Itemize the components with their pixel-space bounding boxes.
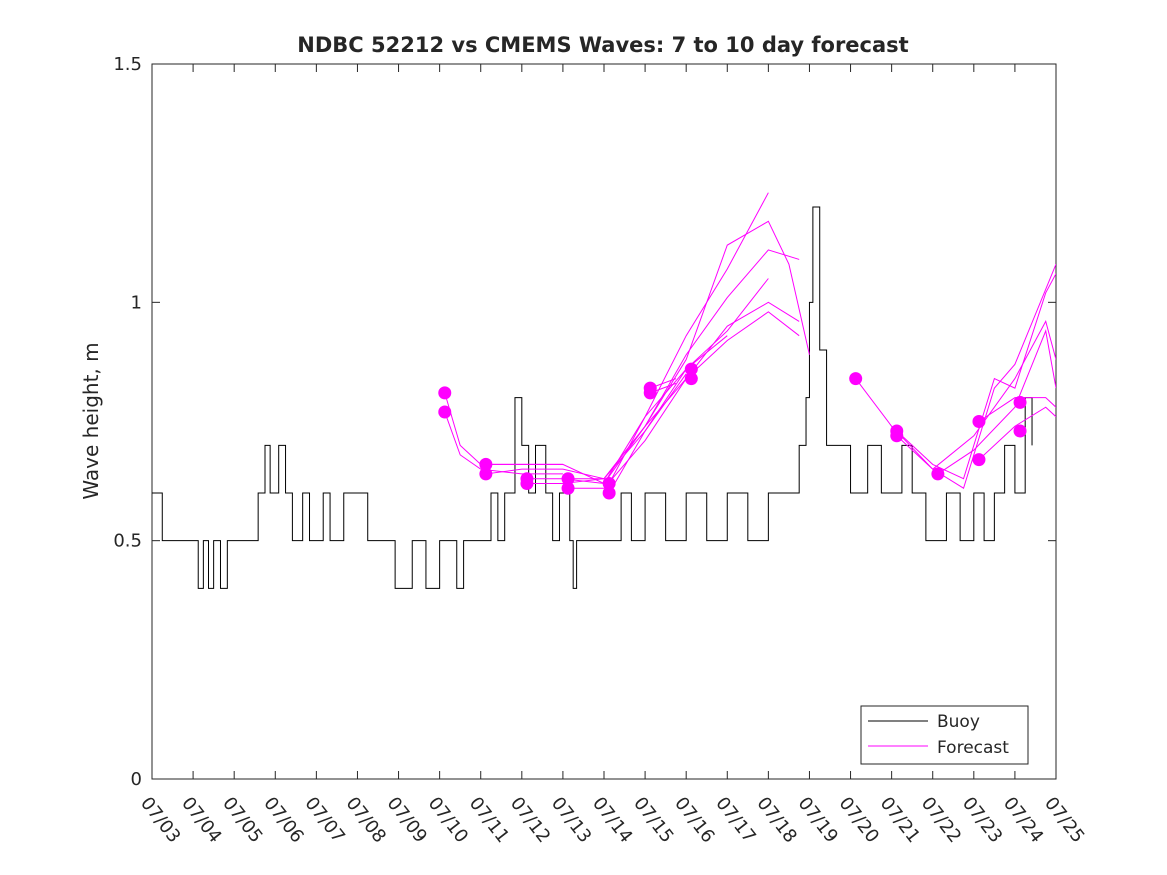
- x-tick-label: 07/22: [917, 793, 965, 847]
- x-tick-label: 07/20: [835, 793, 883, 847]
- x-tick-label: 07/24: [999, 793, 1047, 847]
- x-tick-label: 07/09: [383, 793, 431, 847]
- x-tick-label: 07/06: [259, 793, 307, 847]
- legend-forecast-label: Forecast: [937, 738, 1009, 758]
- y-axis-ticks: 0 0.5 1 1.5: [113, 54, 1056, 790]
- x-tick-label: 07/25: [1040, 793, 1088, 847]
- x-tick-label: 07/15: [629, 793, 677, 847]
- forecast-line: [444, 411, 563, 475]
- x-tick-label: 07/08: [342, 793, 390, 847]
- forecast-start-marker: [684, 372, 698, 386]
- y-tick-label: 1.5: [113, 54, 142, 75]
- forecast-line: [608, 335, 728, 484]
- y-axis-label: Wave height, m: [79, 342, 103, 499]
- y-tick-label: 1: [131, 292, 142, 313]
- legend-box: [860, 705, 1029, 765]
- x-tick-label: 07/14: [588, 793, 636, 847]
- x-tick-label: 07/17: [711, 793, 759, 847]
- chart-title: NDBC 52212 vs CMEMS Waves: 7 to 10 day f…: [297, 33, 908, 57]
- forecast-start-marker: [561, 472, 575, 486]
- forecast-start-marker: [643, 386, 657, 400]
- forecast-line: [978, 397, 1056, 422]
- forecast-line: [608, 373, 687, 494]
- forecast-line: [485, 192, 769, 485]
- forecast-start-marker: [479, 457, 493, 471]
- forecast-start-marker: [931, 467, 945, 481]
- x-tick-label: 07/16: [670, 793, 718, 847]
- legend-buoy-label: Buoy: [937, 712, 980, 732]
- forecast-start-marker: [972, 415, 986, 428]
- forecast-start-marker: [890, 429, 904, 443]
- x-tick-label: 07/21: [876, 793, 924, 847]
- plot-box: [151, 63, 1057, 780]
- forecast-start-marker: [561, 481, 575, 495]
- forecast-start-marker: [520, 476, 534, 490]
- x-tick-label: 07/03: [136, 793, 184, 847]
- buoy-line: [152, 206, 1033, 589]
- forecast-line: [896, 320, 1056, 470]
- legend: Buoy Forecast: [860, 705, 1029, 765]
- x-tick-label: 07/10: [424, 793, 472, 847]
- x-tick-label: 07/19: [794, 793, 842, 847]
- x-tick-label: 07/12: [506, 793, 554, 847]
- forecast-start-marker: [684, 362, 698, 376]
- forecast-line: [855, 264, 1056, 489]
- forecast-start-marker: [479, 467, 493, 481]
- x-tick-label: 07/23: [958, 793, 1006, 847]
- forecast-start-marker: [602, 486, 616, 500]
- x-tick-label: 07/07: [300, 793, 348, 847]
- forecast-start-marker: [972, 453, 986, 467]
- x-tick-label: 07/13: [547, 793, 595, 847]
- y-tick-label: 0: [131, 769, 142, 790]
- forecast-line: [978, 406, 1056, 460]
- x-tick-label: 07/18: [752, 793, 800, 847]
- forecast-line: [937, 329, 1056, 475]
- x-tick-label: 07/05: [218, 793, 266, 847]
- forecast-start-marker: [1013, 395, 1027, 409]
- y-tick-label: 0.5: [113, 531, 142, 552]
- forecast-series: [438, 192, 1056, 500]
- x-tick-label: 07/04: [177, 793, 225, 847]
- buoy-series: [152, 206, 1033, 589]
- forecast-start-marker: [438, 405, 452, 419]
- forecast-start-marker: [849, 372, 863, 386]
- forecast-line: [896, 273, 1056, 480]
- x-tick-label: 07/11: [465, 793, 513, 847]
- forecast-start-marker: [1013, 424, 1027, 438]
- forecast-start-marker: [438, 386, 452, 400]
